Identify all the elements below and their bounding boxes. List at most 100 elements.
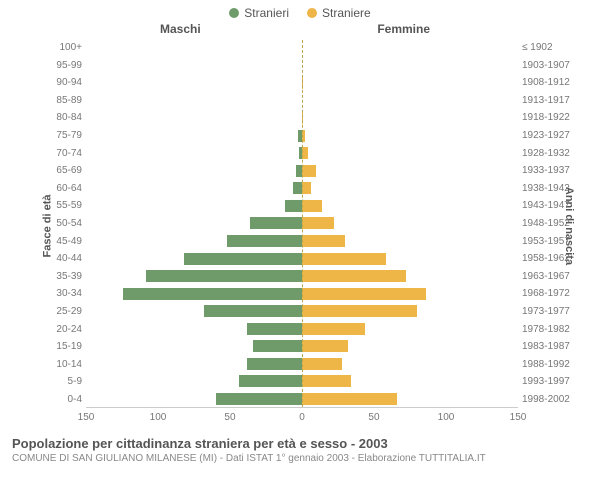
pyramid-row [86,373,518,389]
pyramid-row [86,268,518,284]
pyramid-row [86,321,518,337]
y-tick-age: 0-4 [48,392,82,408]
pyramid-row [86,180,518,196]
bar-male [247,323,302,335]
x-tick: 0 [299,412,305,423]
y-ticks-birth: ≤ 19021903-19071908-19121913-19171918-19… [522,40,584,408]
bar-female [302,305,417,317]
y-tick-age: 95-99 [48,58,82,74]
bar-female [302,217,334,229]
y-tick-age: 55-59 [48,198,82,214]
y-tick-birth: 1988-1992 [522,357,584,373]
y-tick-birth: 1993-1997 [522,374,584,390]
legend: Stranieri Straniere [0,0,600,22]
y-tick-birth: 1903-1907 [522,58,584,74]
bar-female [302,130,305,142]
header-female: Femmine [377,22,430,36]
x-tick: 100 [150,412,167,423]
y-tick-age: 75-79 [48,128,82,144]
pyramid-row [86,233,518,249]
y-tick-birth: 1928-1932 [522,146,584,162]
legend-item-male: Stranieri [229,6,289,20]
pyramid-row [86,338,518,354]
y-tick-birth: 1943-1947 [522,198,584,214]
y-tick-age: 60-64 [48,181,82,197]
bar-female [302,393,397,405]
y-tick-birth: ≤ 1902 [522,40,584,56]
pyramid-row [86,40,518,56]
caption-subtitle: COMUNE DI SAN GIULIANO MILANESE (MI) - D… [12,451,588,464]
bar-male [250,217,302,229]
y-tick-age: 65-69 [48,163,82,179]
bar-male [123,288,302,300]
y-tick-age: 20-24 [48,322,82,338]
y-tick-birth: 1973-1977 [522,304,584,320]
y-tick-birth: 1948-1952 [522,216,584,232]
y-tick-age: 100+ [48,40,82,56]
pyramid-row [86,198,518,214]
pyramid-row [86,128,518,144]
legend-swatch-male [229,8,239,18]
legend-label-male: Stranieri [244,6,289,20]
y-tick-age: 5-9 [48,374,82,390]
header-male: Maschi [160,22,201,36]
y-tick-birth: 1923-1927 [522,128,584,144]
y-tick-birth: 1998-2002 [522,392,584,408]
legend-swatch-female [307,8,317,18]
pyramid-row [86,251,518,267]
bar-female [302,200,322,212]
y-tick-age: 80-84 [48,110,82,126]
pyramid-chart: Fasce di età Anni di nascita Maschi Femm… [10,22,590,430]
y-tick-birth: 1978-1982 [522,322,584,338]
y-tick-age: 30-34 [48,286,82,302]
bar-female [302,288,426,300]
y-tick-birth: 1958-1962 [522,251,584,267]
bar-male [239,375,302,387]
x-ticks: 15010050050100150 [86,412,518,426]
pyramid-row [86,75,518,91]
y-tick-age: 40-44 [48,251,82,267]
y-tick-age: 50-54 [48,216,82,232]
bar-female [302,358,342,370]
y-tick-birth: 1933-1937 [522,163,584,179]
bar-male [285,200,302,212]
y-tick-birth: 1983-1987 [522,339,584,355]
bar-male [227,235,302,247]
bar-female [302,340,348,352]
y-tick-age: 35-39 [48,269,82,285]
bar-female [302,375,351,387]
pyramid-row [86,145,518,161]
y-tick-birth: 1968-1972 [522,286,584,302]
x-tick: 50 [368,412,379,423]
y-tick-age: 85-89 [48,93,82,109]
y-tick-age: 70-74 [48,146,82,162]
bar-female [302,253,386,265]
caption: Popolazione per cittadinanza straniera p… [0,430,600,464]
y-ticks-age: 100+ 95-9990-94 85-8980-84 75-79 70-7465-69 6… [48,40,82,408]
y-tick-age: 25-29 [48,304,82,320]
bar-female [302,270,406,282]
y-tick-age: 90-94 [48,75,82,91]
y-tick-age: 10-14 [48,357,82,373]
pyramid-row [86,58,518,74]
bar-male [247,358,302,370]
bar-male [146,270,302,282]
pyramid-row [86,286,518,302]
y-tick-birth: 1953-1957 [522,234,584,250]
legend-label-female: Straniere [322,6,371,20]
pyramid-row [86,163,518,179]
y-tick-birth: 1918-1922 [522,110,584,126]
bar-female [302,182,311,194]
y-tick-birth: 1963-1967 [522,269,584,285]
pyramid-row [86,110,518,126]
bar-male [253,340,302,352]
bar-male [204,305,302,317]
pyramid-row [86,93,518,109]
caption-title: Popolazione per cittadinanza straniera p… [12,436,588,451]
bar-male [184,253,302,265]
bar-female [302,112,303,124]
bar-female [302,165,316,177]
pyramid-row [86,215,518,231]
bar-female [302,147,308,159]
x-tick: 150 [510,412,527,423]
